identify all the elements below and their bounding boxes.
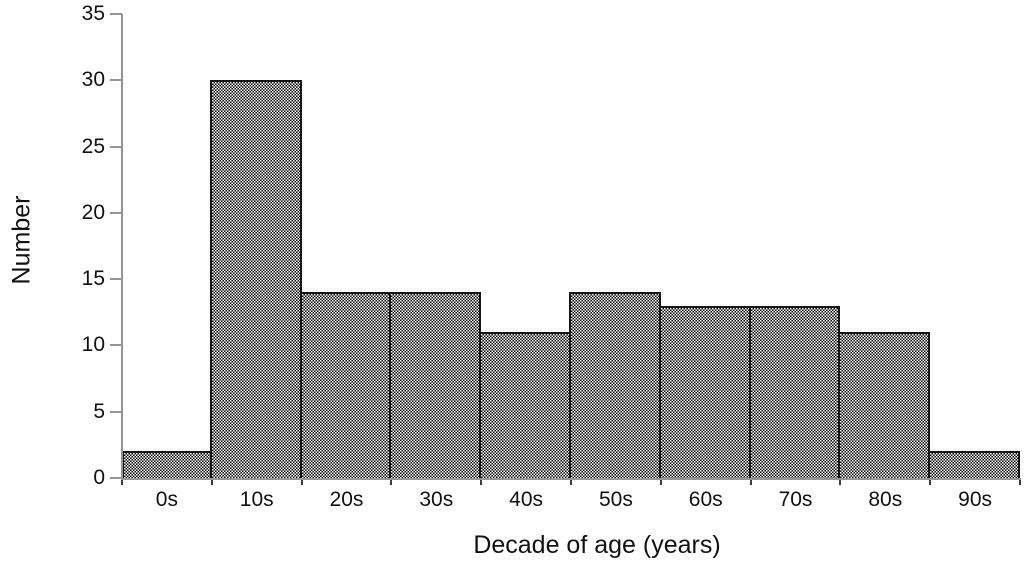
y-tick-label-20: 20	[81, 200, 105, 224]
y-tick-0	[110, 477, 122, 479]
bar-40s	[479, 332, 571, 478]
bar-0s	[122, 451, 212, 478]
x-tick-label-50s: 50s	[598, 488, 633, 511]
x-tick-4	[480, 480, 483, 485]
x-tick-label-10s: 10s	[239, 488, 274, 511]
x-tick-2	[300, 480, 303, 485]
y-tick-30	[110, 79, 122, 82]
y-tick-20	[110, 211, 122, 214]
x-tick-10	[1019, 480, 1021, 485]
y-tick-label-0: 0	[93, 466, 105, 489]
x-tick-label-30s: 30s	[419, 488, 454, 511]
x-tick-label-80s: 80s	[868, 488, 903, 511]
x-tick-label-40s: 40s	[509, 488, 544, 511]
bar-10s	[209, 80, 302, 478]
bar-90s	[928, 451, 1020, 478]
y-tick-label-35: 35	[81, 2, 105, 25]
x-tick-7	[749, 480, 752, 485]
x-tick-8	[839, 480, 842, 485]
x-tick-3	[390, 480, 393, 485]
bar-70s	[748, 305, 841, 478]
y-tick-label-25: 25	[81, 134, 105, 158]
y-tick-25	[110, 145, 122, 148]
y-tick-label-30: 30	[81, 68, 105, 92]
x-tick-label-20s: 20s	[329, 488, 364, 511]
x-tick-9	[929, 480, 932, 485]
bar-80s	[838, 332, 931, 478]
x-axis-line	[121, 478, 1021, 480]
bar-60s	[658, 305, 751, 478]
x-axis-title: Decade of age (years)	[473, 531, 721, 559]
x-tick-1	[210, 480, 213, 485]
x-tick-label-90s: 90s	[958, 488, 993, 511]
bar-30s	[389, 292, 482, 478]
x-tick-6	[659, 480, 662, 485]
x-tick-label-0s: 0s	[155, 488, 178, 511]
bar-50s	[569, 292, 661, 478]
y-tick-5	[110, 410, 122, 413]
y-tick-15	[110, 278, 122, 281]
y-axis-line	[121, 14, 123, 480]
y-tick-label-15: 15	[81, 267, 105, 291]
x-tick-0	[121, 480, 123, 485]
y-tick-label-5: 5	[93, 399, 105, 423]
y-tick-label-10: 10	[81, 333, 105, 357]
x-tick-label-60s: 60s	[688, 488, 723, 511]
bar-20s	[299, 292, 392, 478]
y-tick-10	[110, 344, 122, 347]
x-tick-label-70s: 70s	[778, 488, 813, 511]
x-tick-5	[570, 480, 572, 485]
y-tick-35	[110, 13, 122, 15]
